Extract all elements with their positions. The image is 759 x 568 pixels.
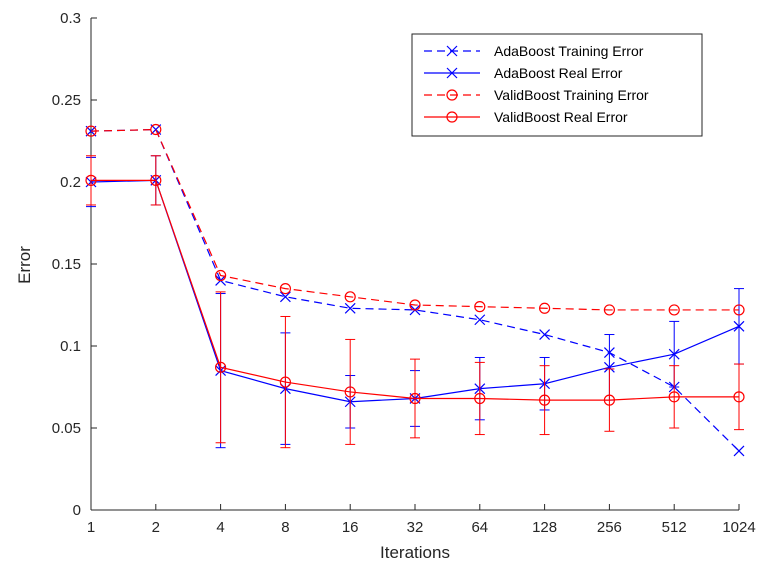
- data-point: [279, 376, 291, 388]
- x-tick-label: 16: [342, 519, 359, 536]
- data-point: [215, 361, 227, 373]
- legend-entry: ValidBoost Training Error: [424, 87, 649, 103]
- data-point: [668, 304, 680, 316]
- x-tick-label: 128: [532, 519, 557, 536]
- y-tick-label: 0.1: [60, 338, 81, 355]
- legend-entry: AdaBoost Training Error: [424, 43, 644, 59]
- legend: AdaBoost Training Error AdaBoost Real Err…: [411, 33, 703, 137]
- y-tick-label: 0.05: [52, 420, 81, 437]
- legend-box: [411, 33, 703, 137]
- data-point: [150, 123, 162, 136]
- x-tick-label: 32: [407, 519, 424, 536]
- x-tick-label: 64: [471, 519, 488, 536]
- data-point: [344, 386, 356, 398]
- series-marks: [85, 123, 745, 457]
- data-point: [474, 392, 486, 405]
- legend-marker: [446, 89, 458, 101]
- data-point: [539, 329, 551, 340]
- data-point: [668, 391, 680, 403]
- series-line: [90, 128, 740, 452]
- x-tick-label: 512: [662, 519, 687, 536]
- x-tick-label: 2: [152, 519, 160, 536]
- data-point: [344, 291, 356, 303]
- series-line: [91, 179, 739, 401]
- data-point: [85, 174, 97, 186]
- data-point: [409, 299, 421, 311]
- legend-entry: AdaBoost Real Error: [424, 65, 623, 81]
- data-point: [215, 269, 227, 282]
- data-point: [733, 304, 745, 316]
- data-point: [603, 304, 616, 316]
- data-point: [474, 301, 486, 313]
- data-point: [603, 394, 616, 406]
- y-tick-label: 0.2: [60, 174, 81, 191]
- legend-label: ValidBoost Training Error: [494, 87, 649, 103]
- y-tick-label: 0.3: [60, 10, 81, 27]
- data-point: [85, 125, 97, 137]
- y-tick-label: 0.25: [52, 92, 81, 109]
- data-point: [733, 445, 745, 457]
- y-tick-label: 0: [73, 502, 81, 519]
- data-point: [603, 361, 615, 373]
- data-point: [538, 302, 551, 314]
- data-point: [344, 302, 356, 314]
- y-axis-label: Error: [15, 246, 34, 284]
- x-tick-label: 1024: [722, 519, 755, 536]
- data-point: [279, 291, 291, 303]
- x-axis-label: Iterations: [380, 543, 450, 562]
- data-point: [150, 174, 162, 186]
- legend-marker: [446, 45, 458, 57]
- series-3: [85, 155, 745, 449]
- data-point: [409, 392, 421, 405]
- data-point: [474, 314, 486, 326]
- legend-label: AdaBoost Training Error: [494, 43, 644, 59]
- data-point: [733, 320, 745, 332]
- data-point: [279, 283, 291, 295]
- axes: 0 0.05 0.1 0.15 0.2 0.25 0.3 1 2 4 8 16 32 64 128 256 51…: [52, 10, 756, 536]
- legend-label: ValidBoost Real Error: [494, 109, 628, 125]
- data-point: [733, 391, 745, 403]
- legend-entry: ValidBoost Real Error: [424, 109, 628, 125]
- series-line: [90, 128, 739, 311]
- series-2: [85, 123, 745, 316]
- legend-marker: [446, 111, 458, 123]
- data-point: [668, 348, 680, 360]
- x-tick-label: 4: [216, 519, 224, 536]
- x-tick-label: 1: [87, 519, 95, 536]
- data-point: [538, 394, 551, 406]
- legend-label: AdaBoost Real Error: [494, 65, 623, 81]
- x-tick-label: 256: [597, 519, 622, 536]
- y-tick-label: 0.15: [52, 256, 81, 273]
- x-tick-label: 8: [281, 519, 289, 536]
- legend-marker: [446, 67, 458, 79]
